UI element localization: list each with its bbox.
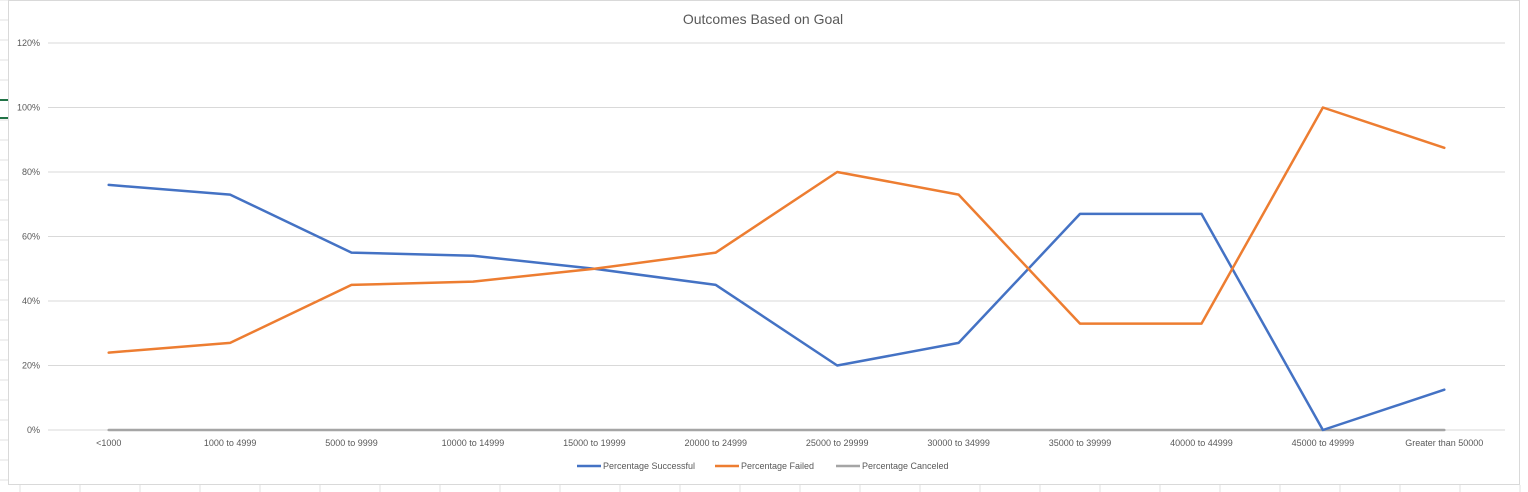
x-tick-label: 40000 to 44999 — [1170, 438, 1233, 448]
x-tick-label: 5000 to 9999 — [325, 438, 378, 448]
x-tick-label: 10000 to 14999 — [442, 438, 505, 448]
series-line-percentage-successful[interactable] — [107, 183, 1446, 432]
y-tick-label: 0% — [27, 425, 40, 435]
chart-legend: Percentage Successful Percentage Failed Pe… — [577, 461, 949, 471]
y-tick-label: 40% — [22, 296, 40, 306]
x-tick-label: 15000 to 19999 — [563, 438, 626, 448]
x-tick-label: 45000 to 49999 — [1292, 438, 1355, 448]
y-tick-label: 60% — [22, 232, 40, 242]
chart-area[interactable] — [8, 0, 1520, 485]
x-axis-ticks: <1000 1000 to 4999 5000 to 9999 10000 to 14… — [96, 438, 1483, 448]
x-tick-label: 20000 to 24999 — [685, 438, 748, 448]
legend-label: Percentage Failed — [741, 461, 814, 471]
x-tick-label: 1000 to 4999 — [204, 438, 257, 448]
x-tick-label: 25000 to 29999 — [806, 438, 869, 448]
x-tick-label: 35000 to 39999 — [1049, 438, 1112, 448]
chart-series — [107, 106, 1446, 432]
y-tick-label: 100% — [17, 103, 40, 113]
y-tick-label: 120% — [17, 38, 40, 48]
series-line-percentage-failed[interactable] — [107, 106, 1446, 354]
chart-title: Outcomes Based on Goal — [683, 11, 843, 27]
y-tick-label: 80% — [22, 167, 40, 177]
chart-gridlines — [48, 42, 1505, 431]
legend-label: Percentage Successful — [603, 461, 695, 471]
y-tick-label: 20% — [22, 361, 40, 371]
y-axis-ticks: 0% 20% 40% 60% 80% 100% 120% — [17, 38, 40, 435]
x-tick-label: 30000 to 34999 — [927, 438, 990, 448]
x-tick-label: Greater than 50000 — [1405, 438, 1483, 448]
legend-label: Percentage Canceled — [862, 461, 949, 471]
x-tick-label: <1000 — [96, 438, 121, 448]
